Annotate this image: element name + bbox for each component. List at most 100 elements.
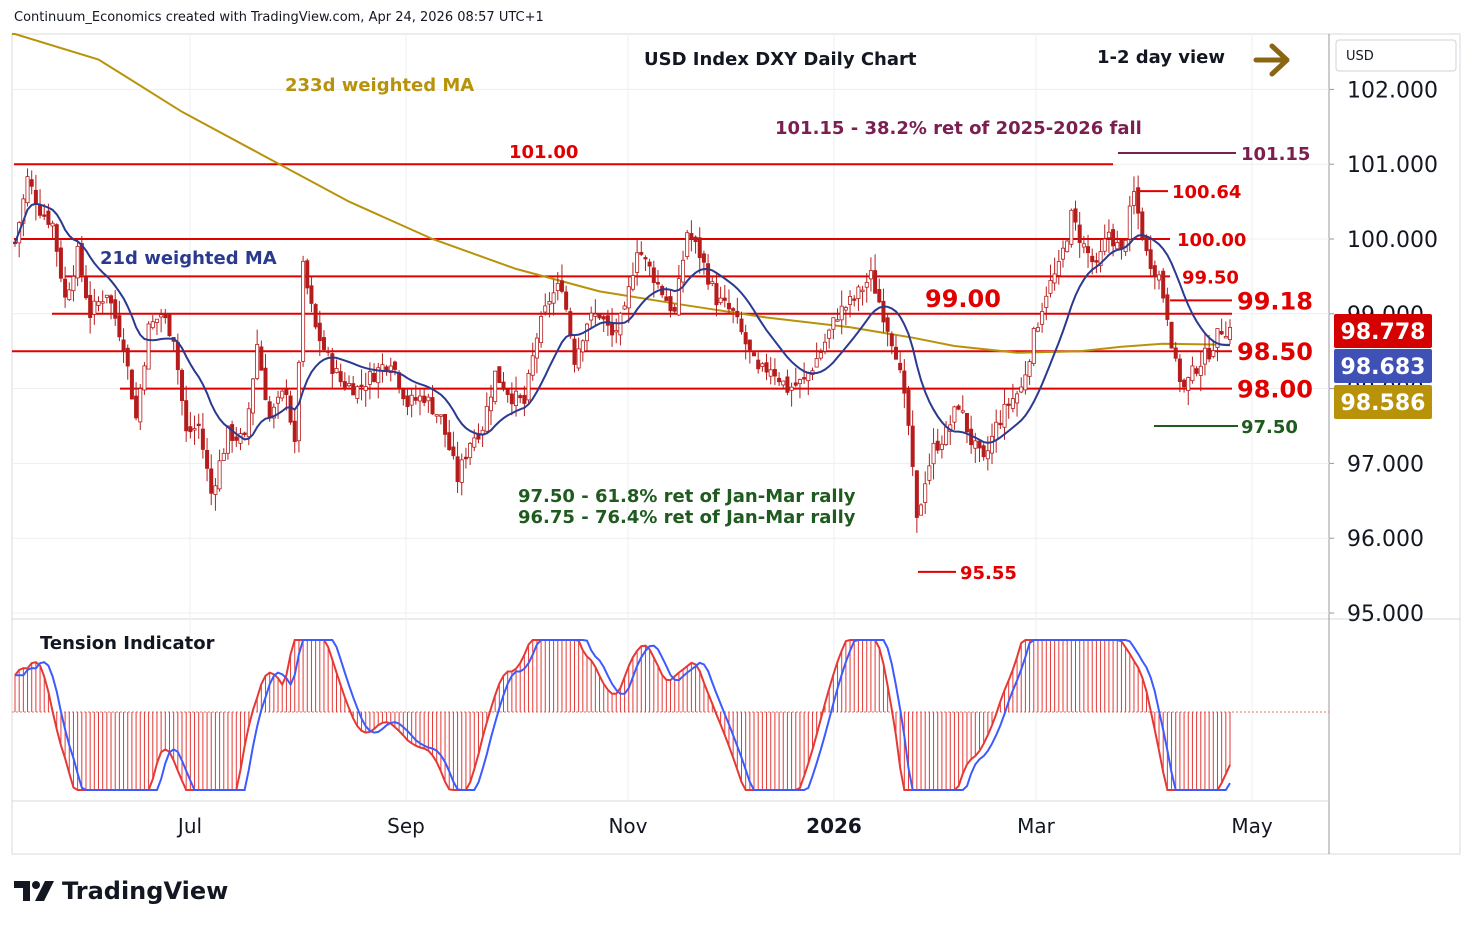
candle-body [38, 204, 43, 216]
candle-body [689, 233, 694, 240]
tradingview-brand[interactable]: TradingView [14, 877, 228, 905]
candle-body [931, 442, 936, 465]
candle-body [843, 307, 848, 311]
candle-body [468, 443, 473, 459]
candle-body [651, 267, 656, 284]
candle-body [309, 285, 314, 304]
candle-body [63, 278, 68, 298]
candle-body [276, 396, 281, 404]
candle-body [1052, 273, 1057, 284]
candle-body [726, 302, 731, 310]
candle-body [1182, 379, 1187, 388]
retrace-annotation-2: 96.75 - 76.4% ret of Jan-Mar rally [518, 507, 856, 528]
candle-body [559, 280, 564, 292]
candle-body [735, 310, 740, 318]
candle-body [326, 350, 331, 353]
candle-body [1090, 255, 1095, 263]
ma233-price-tag: 98.586 [1334, 385, 1432, 419]
candle-body [722, 297, 727, 301]
candle-body [146, 323, 151, 370]
candle-body [939, 443, 944, 450]
candle-body [455, 456, 460, 483]
candle-body [1006, 403, 1011, 406]
candle-body [1048, 280, 1053, 294]
candle-body [284, 388, 289, 396]
candle-body [693, 236, 698, 243]
candle-body [547, 300, 552, 305]
candle-body [518, 395, 523, 399]
candle-body [330, 353, 335, 374]
y-tick-label: 101.000 [1347, 153, 1438, 178]
price-tag-box [1334, 385, 1432, 419]
candle-body [488, 396, 493, 412]
candle-body [413, 397, 418, 401]
candle-body [1207, 347, 1212, 360]
candle-body [180, 369, 185, 402]
candle-body [292, 420, 297, 442]
candle-body [321, 337, 326, 350]
candle-body [213, 485, 218, 495]
candle-body [1115, 242, 1120, 250]
candle-body [338, 371, 343, 383]
candle-body [676, 278, 681, 316]
candle-body [463, 456, 468, 460]
candle-body [697, 237, 702, 259]
price-tag-box [1334, 314, 1432, 348]
candle-body [109, 295, 114, 304]
candle-body [973, 440, 978, 449]
candle-body [839, 305, 844, 321]
candle-body [960, 410, 965, 413]
candle-body [1186, 377, 1191, 391]
candle-body [46, 210, 51, 225]
candle-body [392, 361, 397, 370]
candle-body [543, 305, 548, 313]
candle-body [885, 317, 890, 332]
candle-body [88, 294, 93, 318]
candle-body [1157, 274, 1162, 281]
candle-body [472, 437, 477, 448]
candle-body [1060, 247, 1065, 260]
candle-body [672, 307, 677, 312]
level-label: 99.00 [925, 285, 1001, 313]
candle-body [363, 386, 368, 391]
candle-body [877, 289, 882, 303]
candle-body [551, 292, 556, 304]
price-tag-label: 98.683 [1341, 355, 1426, 380]
price-tag-box [1334, 349, 1432, 383]
candle-body [860, 289, 865, 293]
currency-box [1335, 39, 1457, 72]
candle-body [255, 344, 260, 379]
candle-body [990, 435, 995, 454]
candle-body [75, 246, 80, 279]
candle-body [426, 396, 431, 402]
candle-body [593, 313, 598, 317]
candle-body [163, 312, 168, 319]
candle-body [605, 315, 610, 326]
marker-label: 97.50 [1241, 417, 1298, 438]
candle-body [1144, 235, 1149, 252]
candle-body [1223, 336, 1228, 339]
candle-body [484, 405, 489, 432]
candle-body [906, 389, 911, 426]
candle-body [580, 340, 585, 353]
candle-body [138, 388, 143, 423]
candle-body [831, 317, 836, 330]
candle-body [1044, 295, 1049, 308]
candle-body [731, 308, 736, 311]
x-tick-label: Jul [176, 814, 202, 838]
candle-body [927, 465, 932, 481]
candle-body [1056, 261, 1061, 276]
candle-body [388, 365, 393, 374]
candle-body [710, 281, 715, 284]
view-label: 1-2 day view [1097, 47, 1225, 68]
candle-body [334, 368, 339, 373]
candle-body [1219, 331, 1224, 335]
ma21-price-tag: 98.683 [1334, 349, 1432, 383]
right-arrow-icon [1253, 43, 1290, 77]
candle-body [1069, 209, 1074, 245]
level-label: 98.00 [1237, 376, 1313, 404]
candle-body [1094, 260, 1099, 263]
candle-body [789, 386, 794, 391]
candle-body [919, 504, 924, 516]
candle-body [196, 423, 201, 427]
